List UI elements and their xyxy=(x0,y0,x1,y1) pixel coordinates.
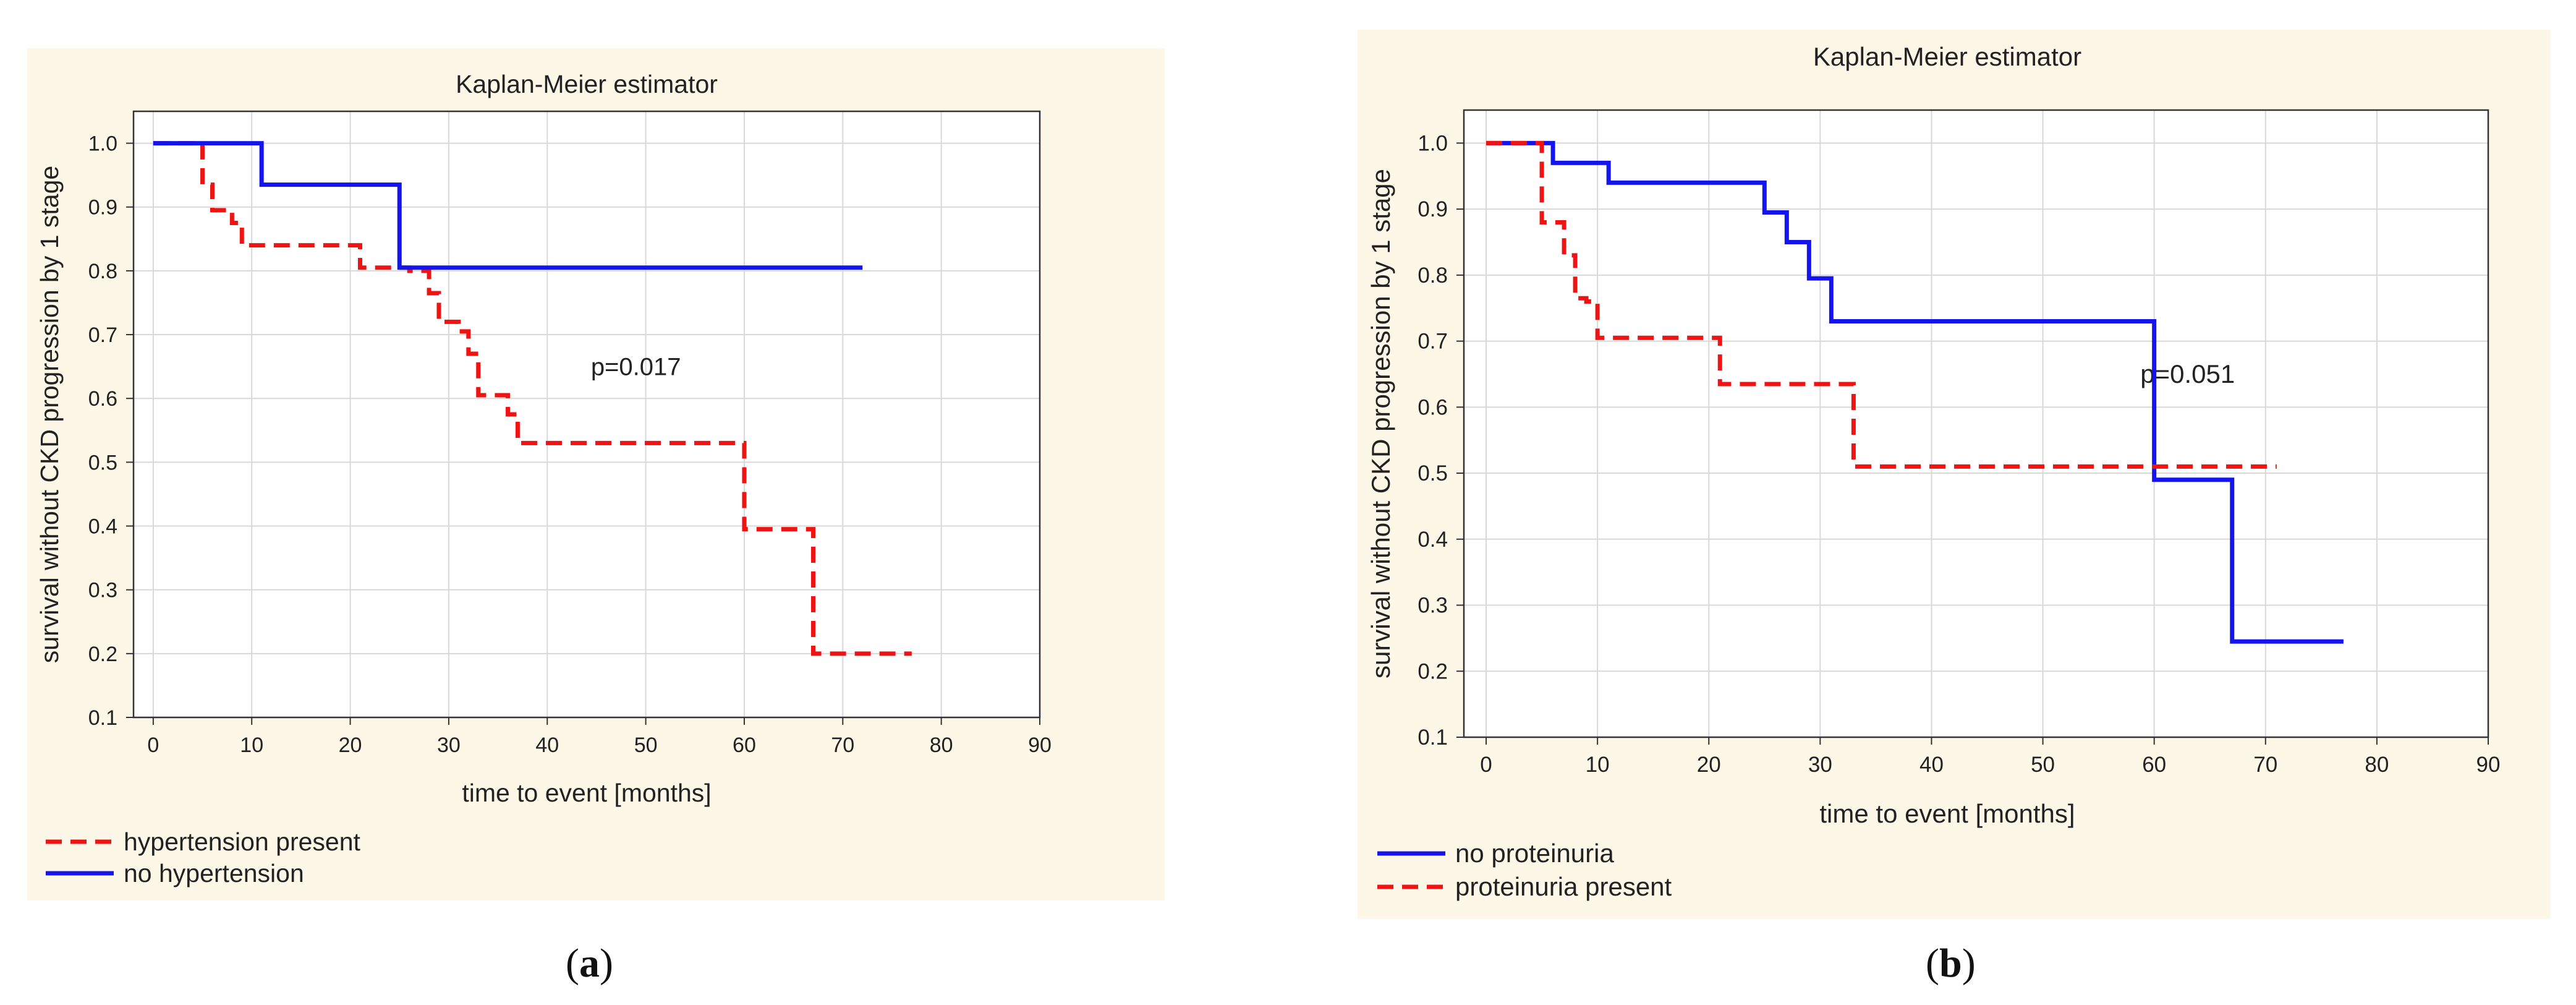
y-tick-label: 1.0 xyxy=(1418,131,1448,155)
chart-title: Kaplan-Meier estimator xyxy=(1813,42,2081,71)
x-tick-label: 80 xyxy=(930,733,953,757)
km-chart-b: 0 10 20 30 40 50 60 70 80 90 0.1 0.2 0.3 0.4 0.5 0.6 0.7… xyxy=(1366,42,2501,901)
x-tick-label: 60 xyxy=(733,733,756,757)
km-curve-no-hypertension xyxy=(153,141,863,270)
x-tick-label: 40 xyxy=(535,733,559,757)
y-tick-label: 0.7 xyxy=(88,323,117,347)
y-tick-label: 0.5 xyxy=(1418,461,1448,485)
x-tick-label: 20 xyxy=(1697,753,1721,777)
plot-area xyxy=(134,111,1040,717)
y-tick-label: 0.6 xyxy=(1418,395,1448,419)
caption-b: (b) xyxy=(1926,941,1976,986)
y-tick-label: 0.3 xyxy=(88,579,117,602)
plot-frame xyxy=(1463,109,2489,738)
y-tick-label: 0.5 xyxy=(88,451,117,474)
x-axis-label: time to event [months] xyxy=(462,779,711,807)
y-tick-label: 0.2 xyxy=(1418,659,1448,683)
plot-frame xyxy=(132,110,1041,719)
x-tick-label: 80 xyxy=(2365,753,2389,777)
x-tick-label: 10 xyxy=(1586,753,1610,777)
y-tick-label: 0.7 xyxy=(1418,330,1448,354)
chart-panel-b: 0 10 20 30 40 50 60 70 80 90 0.1 0.2 0.3 0.4 0.5 0.6 0.7… xyxy=(1358,30,2551,919)
x-tick-label: 10 xyxy=(240,733,263,757)
x-tick-label: 0 xyxy=(147,733,159,757)
y-tick-label: 0.9 xyxy=(1418,197,1448,221)
x-axis-label: time to event [months] xyxy=(1819,799,2075,828)
x-tick-label: 40 xyxy=(1919,753,1944,777)
x-tick-label: 50 xyxy=(2031,753,2055,777)
chart-panel-a: 0 10 20 30 40 50 60 70 80 90 0.1 0.2 0.3 0.4 0.5 0.6 0.7… xyxy=(27,48,1165,900)
x-tick-label: 90 xyxy=(1028,733,1052,757)
x-tick-label: 30 xyxy=(1808,753,1832,777)
caption-a: (a) xyxy=(566,941,613,986)
legend-label: no proteinuria xyxy=(1455,839,1614,868)
y-tick-label: 0.4 xyxy=(88,515,117,539)
y-tick-label: 0.6 xyxy=(88,387,117,411)
y-tick-label: 0.1 xyxy=(88,706,117,730)
y-tick-label: 0.1 xyxy=(1418,725,1448,750)
x-tick-label: 90 xyxy=(2476,753,2501,777)
legend-label: proteinuria present xyxy=(1455,872,1672,901)
y-tick-label: 0.9 xyxy=(88,196,117,220)
legend-label: hypertension present xyxy=(124,828,361,856)
y-tick-label: 1.0 xyxy=(88,132,117,156)
y-tick-label: 0.2 xyxy=(88,643,117,666)
x-tick-label: 30 xyxy=(437,733,461,757)
km-curve-hypertension-present xyxy=(153,141,912,656)
legend-label: no hypertension xyxy=(124,859,304,887)
km-curve-proteinuria-present xyxy=(1486,140,2277,469)
y-tick-label: 0.8 xyxy=(88,260,117,283)
plot-area xyxy=(1464,110,2488,737)
x-tick-label: 20 xyxy=(339,733,362,757)
y-tick-label: 0.8 xyxy=(1418,263,1448,288)
x-tick-label: 70 xyxy=(2253,753,2277,777)
km-chart-a: 0 10 20 30 40 50 60 70 80 90 0.1 0.2 0.3 0.4 0.5 0.6 0.7… xyxy=(35,70,1052,887)
p-value-annotation: p=0.017 xyxy=(591,354,681,381)
y-tick-label: 0.4 xyxy=(1418,528,1448,552)
km-curve-no-proteinuria xyxy=(1486,140,2344,644)
x-tick-label: 60 xyxy=(2142,753,2166,777)
y-axis-label: survival without CKD progression by 1 st… xyxy=(35,166,64,663)
x-tick-label: 0 xyxy=(1480,753,1492,777)
y-axis-label: survival without CKD progression by 1 st… xyxy=(1366,169,1395,678)
x-tick-label: 70 xyxy=(831,733,854,757)
y-tick-label: 0.3 xyxy=(1418,594,1448,618)
chart-title: Kaplan-Meier estimator xyxy=(456,70,718,98)
x-tick-label: 50 xyxy=(634,733,658,757)
